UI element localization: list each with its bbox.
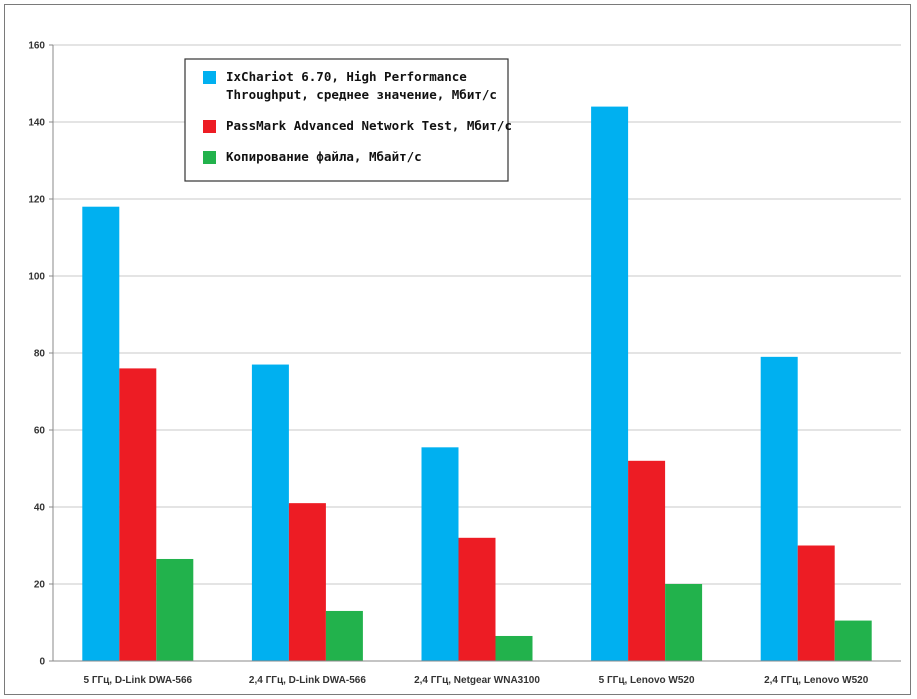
x-category-label: 2,4 ГГц, D-Link DWA-566 bbox=[249, 675, 366, 686]
bar-series-2-category-2 bbox=[288, 503, 326, 661]
y-tick-label: 0 bbox=[39, 657, 45, 668]
bar-series-3-category-4 bbox=[665, 584, 703, 661]
legend: IxChariot 6.70, High Performance Throughp… bbox=[184, 58, 512, 182]
bar-series-1-category-4 bbox=[591, 106, 629, 662]
legend-swatch-1 bbox=[203, 71, 216, 84]
bar-series-3-category-1 bbox=[156, 558, 194, 661]
bar-series-3-category-2 bbox=[325, 610, 363, 661]
axes bbox=[52, 45, 901, 662]
y-tick-label: 160 bbox=[28, 41, 45, 52]
legend-label-1: Throughput, среднее значение, Мбит/с bbox=[226, 87, 497, 102]
bar-series-2-category-3 bbox=[458, 537, 496, 661]
x-category-label: 2,4 ГГц, Lenovo W520 bbox=[764, 675, 869, 686]
x-category-label: 2,4 ГГц, Netgear WNA3100 bbox=[414, 675, 540, 686]
y-tick-label: 80 bbox=[34, 349, 46, 360]
bar-series-2-category-1 bbox=[119, 368, 157, 661]
y-axis-ticks: 0 20 40 60 80 100 120 140 160 bbox=[28, 41, 53, 668]
y-tick-label: 60 bbox=[34, 426, 46, 437]
x-category-label: 5 ГГц, Lenovo W520 bbox=[599, 675, 695, 686]
chart-frame: 0 20 40 60 80 100 120 140 160 5 ГГц, D-Link DWA-… bbox=[4, 4, 911, 695]
x-category-label: 5 ГГц, D-Link DWA-566 bbox=[83, 675, 192, 686]
legend-label-1: IxChariot 6.70, High Performance bbox=[226, 69, 467, 84]
x-axis-categories: 5 ГГц, D-Link DWA-566 2,4 ГГц, D-Link DWA… bbox=[83, 675, 868, 686]
bar-series-2-category-5 bbox=[797, 545, 835, 661]
bar-series-3-category-5 bbox=[834, 620, 872, 661]
bar-series-2-category-4 bbox=[628, 460, 666, 661]
bar-chart: 0 20 40 60 80 100 120 140 160 5 ГГц, D-Link DWA-… bbox=[28, 41, 901, 686]
legend-label-2: PassMark Advanced Network Test, Мбит/с bbox=[226, 118, 512, 133]
y-tick-label: 40 bbox=[34, 503, 46, 514]
bar-series-1-category-2 bbox=[251, 364, 289, 661]
y-tick-label: 140 bbox=[28, 118, 45, 129]
y-tick-label: 100 bbox=[28, 272, 45, 283]
bar-series-1-category-1 bbox=[82, 206, 120, 661]
legend-label-3: Копирование файла, Мбайт/с bbox=[226, 149, 422, 164]
bar-series-1-category-3 bbox=[421, 447, 459, 661]
legend-swatch-2 bbox=[203, 120, 216, 133]
bars bbox=[82, 106, 872, 662]
bar-series-1-category-5 bbox=[760, 356, 798, 661]
y-tick-label: 120 bbox=[28, 195, 45, 206]
bar-series-3-category-3 bbox=[495, 635, 533, 661]
y-tick-label: 20 bbox=[34, 580, 46, 591]
legend-box bbox=[184, 58, 509, 182]
legend-swatch-3 bbox=[203, 151, 216, 164]
